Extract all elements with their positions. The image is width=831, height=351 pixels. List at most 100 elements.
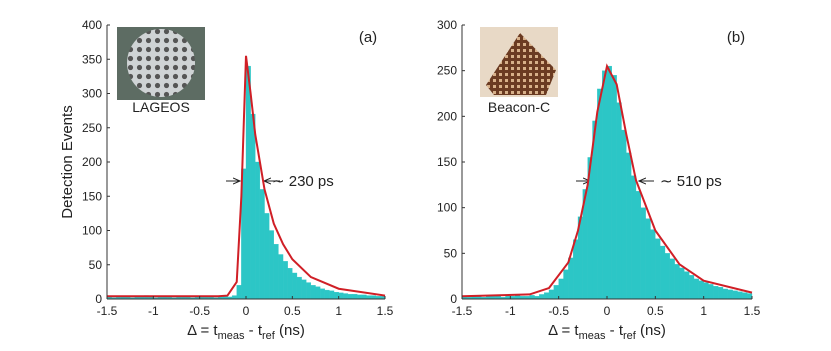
bar — [689, 275, 695, 300]
bar — [568, 257, 574, 300]
bar — [563, 269, 569, 300]
bar — [343, 293, 349, 300]
y-tick-label: 250 — [82, 121, 102, 135]
y-tick-label: 150 — [437, 155, 457, 169]
lageos-photo — [117, 27, 205, 100]
bar — [250, 113, 256, 300]
bar — [722, 288, 728, 300]
y-tick-label: 350 — [82, 52, 102, 66]
x-axis-label-part: - t — [245, 322, 263, 339]
x-tick-label: 0.5 — [284, 304, 301, 318]
x-tick-label: 0 — [243, 304, 250, 318]
bar — [259, 189, 265, 300]
x-axis-label-part: ref — [262, 330, 276, 342]
bar — [679, 267, 685, 300]
bar — [539, 294, 545, 300]
bar — [737, 291, 743, 300]
width-label: ∼ 510 ps — [660, 173, 722, 190]
bar — [306, 282, 312, 300]
x-tick-label: -0.5 — [189, 304, 210, 318]
y-tick-label: 100 — [437, 201, 457, 215]
beacon-photo — [480, 27, 558, 97]
bar — [282, 261, 288, 300]
bar — [573, 239, 579, 300]
x-axis-label-part: ref — [623, 330, 637, 342]
bar — [684, 271, 690, 300]
x-axis-label-part: - t — [606, 322, 624, 339]
x-tick-label: 1 — [335, 304, 342, 318]
bar — [732, 290, 738, 300]
bar — [255, 161, 261, 300]
bar — [698, 280, 704, 300]
bar — [324, 289, 330, 300]
bar — [338, 292, 344, 300]
bar — [278, 254, 284, 300]
bar — [606, 65, 612, 300]
bar — [231, 295, 237, 300]
bar — [347, 294, 353, 300]
fit-curve — [107, 55, 386, 298]
x-tick-label: -1 — [505, 304, 516, 318]
width-label: ∼ 230 ps — [272, 173, 334, 190]
bar — [273, 244, 279, 300]
bar — [287, 268, 293, 300]
bar — [742, 292, 748, 300]
x-tick-label: 1.5 — [744, 304, 761, 318]
x-axis-label-part: (ns) — [636, 322, 666, 339]
bar — [366, 295, 372, 300]
bar — [631, 175, 637, 300]
panel-label: (a) — [359, 29, 377, 46]
bar — [333, 291, 339, 300]
x-tick-label: -1 — [148, 304, 159, 318]
y-tick-label: 400 — [82, 18, 102, 32]
x-axis-label: Δ = tmeas - tref (ns) — [548, 322, 666, 342]
bar — [713, 286, 719, 300]
y-tick-label: 300 — [437, 18, 457, 32]
bar — [660, 245, 666, 300]
bar — [544, 292, 550, 300]
x-axis-label-part: meas — [579, 330, 606, 342]
bar — [315, 286, 321, 300]
image-label: Beacon-C — [488, 99, 550, 115]
bar — [361, 294, 367, 300]
x-axis-label-part: meas — [218, 330, 245, 342]
x-tick-label: 1.5 — [377, 304, 394, 318]
bar — [635, 191, 641, 300]
bar — [515, 295, 521, 300]
y-tick-label: 150 — [82, 189, 102, 203]
bar — [669, 258, 675, 300]
y-tick-label: 200 — [82, 155, 102, 169]
bar — [674, 264, 680, 300]
y-tick-label: 0 — [450, 292, 457, 306]
bar — [529, 295, 535, 300]
y-tick-label: 300 — [82, 87, 102, 101]
bar — [548, 289, 554, 300]
bar — [329, 290, 335, 300]
y-tick-label: 200 — [437, 109, 457, 123]
bar — [245, 65, 251, 300]
x-tick-label: -1.5 — [97, 304, 118, 318]
bar — [558, 278, 564, 300]
y-axis-label: Detection Events — [59, 105, 76, 218]
x-tick-label: 0.5 — [647, 304, 664, 318]
bar — [645, 218, 651, 300]
bar — [650, 229, 656, 300]
x-tick-label: -1.5 — [452, 304, 473, 318]
bar — [296, 276, 302, 300]
bar — [352, 294, 358, 300]
bar — [621, 129, 627, 300]
bar — [727, 289, 733, 300]
y-tick-label: 250 — [437, 64, 457, 78]
bar — [616, 102, 622, 300]
bar — [640, 207, 646, 300]
bar — [301, 279, 307, 300]
y-tick-label: 50 — [444, 246, 458, 260]
bar — [553, 285, 559, 300]
bar — [264, 213, 270, 300]
bar — [747, 293, 753, 300]
bar — [319, 288, 325, 300]
bar — [269, 230, 274, 300]
bar — [718, 286, 724, 300]
